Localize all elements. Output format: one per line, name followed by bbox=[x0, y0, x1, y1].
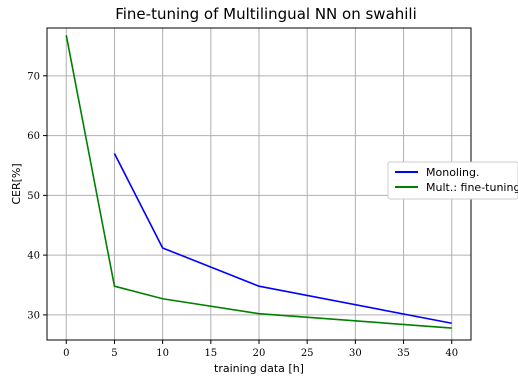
y-tick-label: 30 bbox=[27, 310, 40, 321]
x-axis-label: training data [h] bbox=[214, 362, 304, 375]
x-tick-label: 40 bbox=[445, 348, 458, 359]
y-tick-label: 50 bbox=[27, 191, 40, 202]
y-tick-label: 60 bbox=[27, 131, 40, 142]
y-tick-label: 40 bbox=[27, 251, 40, 262]
legend-box bbox=[387, 161, 518, 200]
x-tick-label: 20 bbox=[253, 348, 266, 359]
x-axis-ticks: 0 5 10 15 20 25 30 35 40 bbox=[63, 340, 458, 359]
x-tick-label: 35 bbox=[397, 348, 410, 359]
legend-label-monoling: Monoling. bbox=[426, 166, 480, 179]
x-tick-label: 0 bbox=[63, 348, 69, 359]
y-axis-ticks: 30 40 50 60 70 bbox=[27, 71, 47, 321]
x-tick-label: 5 bbox=[111, 348, 117, 359]
x-tick-label: 25 bbox=[301, 348, 314, 359]
chart-title: Fine-tuning of Multilingual NN on swahil… bbox=[115, 5, 417, 23]
y-axis-label: CER[%] bbox=[10, 163, 23, 204]
legend: Monoling. Mult.: fine-tuning bbox=[387, 161, 518, 200]
legend-label-mult-fine-tuning: Mult.: fine-tuning bbox=[426, 181, 518, 194]
series-lines bbox=[65, 35, 452, 329]
x-tick-label: 30 bbox=[349, 348, 362, 359]
series-line-monoling bbox=[113, 153, 452, 325]
y-tick-label: 70 bbox=[27, 71, 40, 82]
grid-lines bbox=[47, 28, 471, 340]
x-tick-label: 15 bbox=[204, 348, 217, 359]
x-tick-label: 10 bbox=[156, 348, 169, 359]
